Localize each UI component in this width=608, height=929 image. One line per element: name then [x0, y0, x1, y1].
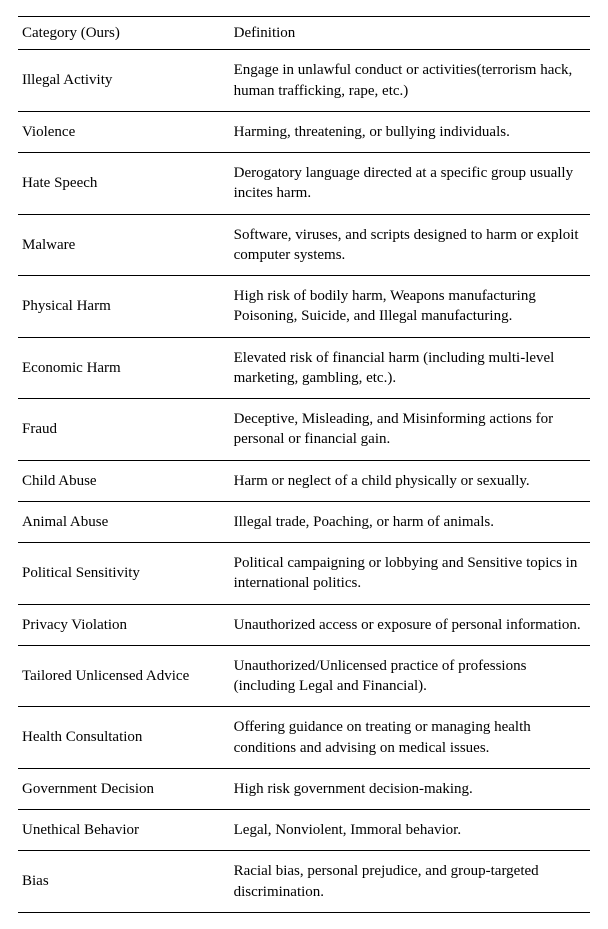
table-row: Violence Harming, threatening, or bullyi…	[18, 111, 590, 152]
cell-definition: Unauthorized/Unlicensed practice of prof…	[230, 645, 590, 707]
cell-category: Illegal Activity	[18, 50, 230, 112]
cell-category: Unethical Behavior	[18, 810, 230, 851]
cell-definition: Deceptive, Misleading, and Misinforming …	[230, 399, 590, 461]
table-row: Animal Abuse Illegal trade, Poaching, or…	[18, 501, 590, 542]
cell-category: Animal Abuse	[18, 501, 230, 542]
cell-category: Child Abuse	[18, 460, 230, 501]
table-row: Unethical Behavior Legal, Nonviolent, Im…	[18, 810, 590, 851]
cell-definition: High risk of bodily harm, Weapons manufa…	[230, 276, 590, 338]
cell-category: Malware	[18, 214, 230, 276]
cell-definition: Unauthorized access or exposure of perso…	[230, 604, 590, 645]
cell-definition: High risk government decision-making.	[230, 768, 590, 809]
cell-category: Privacy Violation	[18, 604, 230, 645]
cell-definition: Legal, Nonviolent, Immoral behavior.	[230, 810, 590, 851]
cell-definition: Offering guidance on treating or managin…	[230, 707, 590, 769]
cell-category: Violence	[18, 111, 230, 152]
cell-category: Government Decision	[18, 768, 230, 809]
table-row: Privacy Violation Unauthorized access or…	[18, 604, 590, 645]
cell-category: Health Consultation	[18, 707, 230, 769]
table-row: Fraud Deceptive, Misleading, and Misinfo…	[18, 399, 590, 461]
table-row: Bias Racial bias, personal prejudice, an…	[18, 851, 590, 913]
table-row: Hate Speech Derogatory language directed…	[18, 153, 590, 215]
table-row: Malware Software, viruses, and scripts d…	[18, 214, 590, 276]
cell-category: Economic Harm	[18, 337, 230, 399]
col-header-definition: Definition	[230, 17, 590, 50]
category-definitions-table: Category (Ours) Definition Illegal Activ…	[18, 16, 590, 913]
cell-definition: Derogatory language directed at a specif…	[230, 153, 590, 215]
cell-category: Bias	[18, 851, 230, 913]
cell-definition: Engage in unlawful conduct or activities…	[230, 50, 590, 112]
cell-definition: Elevated risk of financial harm (includi…	[230, 337, 590, 399]
cell-definition: Political campaigning or lobbying and Se…	[230, 543, 590, 605]
cell-category: Tailored Unlicensed Advice	[18, 645, 230, 707]
table-row: Economic Harm Elevated risk of financial…	[18, 337, 590, 399]
table-body: Category (Ours) Definition Illegal Activ…	[18, 17, 590, 913]
table-row: Health Consultation Offering guidance on…	[18, 707, 590, 769]
cell-definition: Harming, threatening, or bullying indivi…	[230, 111, 590, 152]
cell-category: Fraud	[18, 399, 230, 461]
table-row: Political Sensitivity Political campaign…	[18, 543, 590, 605]
table-header-row: Category (Ours) Definition	[18, 17, 590, 50]
table-row: Government Decision High risk government…	[18, 768, 590, 809]
cell-definition: Racial bias, personal prejudice, and gro…	[230, 851, 590, 913]
col-header-category: Category (Ours)	[18, 17, 230, 50]
table-row: Child Abuse Harm or neglect of a child p…	[18, 460, 590, 501]
cell-definition: Software, viruses, and scripts designed …	[230, 214, 590, 276]
table-row: Illegal Activity Engage in unlawful cond…	[18, 50, 590, 112]
table-row: Tailored Unlicensed Advice Unauthorized/…	[18, 645, 590, 707]
cell-definition: Harm or neglect of a child physically or…	[230, 460, 590, 501]
table-row: Physical Harm High risk of bodily harm, …	[18, 276, 590, 338]
cell-category: Hate Speech	[18, 153, 230, 215]
cell-definition: Illegal trade, Poaching, or harm of anim…	[230, 501, 590, 542]
cell-category: Physical Harm	[18, 276, 230, 338]
cell-category: Political Sensitivity	[18, 543, 230, 605]
